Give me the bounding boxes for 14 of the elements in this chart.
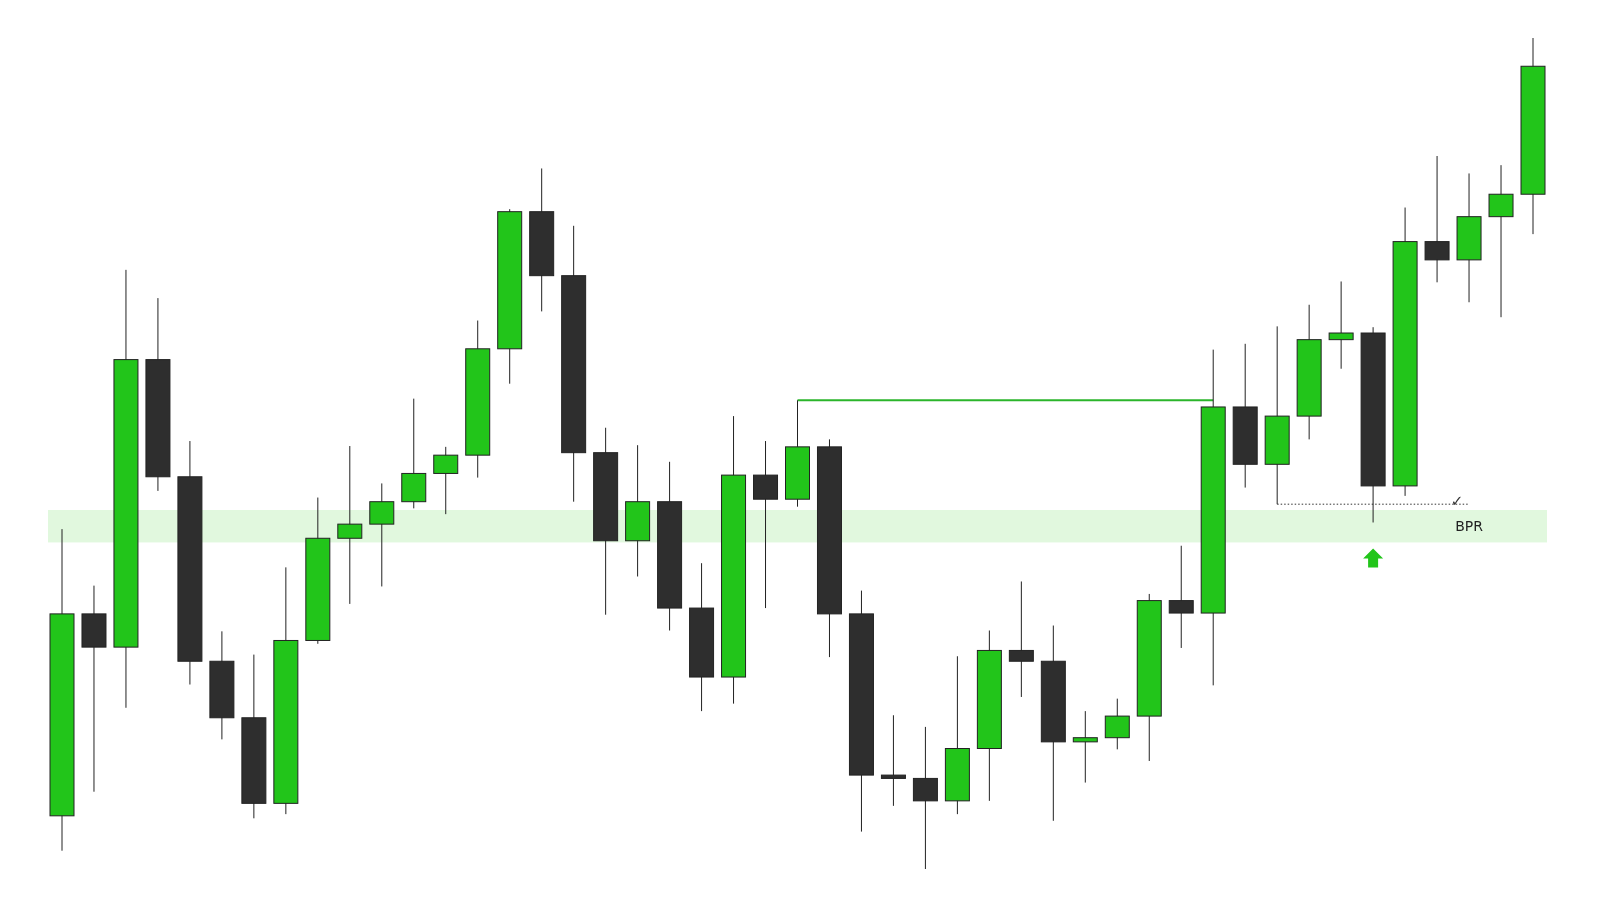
candlestick <box>1424 155 1450 283</box>
candlestick <box>1328 280 1354 370</box>
candlestick <box>912 726 938 870</box>
candlestick <box>1072 710 1098 784</box>
candlestick <box>1168 545 1194 649</box>
candlestick <box>369 482 395 587</box>
candlestick <box>1488 164 1514 318</box>
annotation: ✓ <box>1450 492 1464 511</box>
candlestick <box>1104 698 1130 750</box>
candlestick <box>433 446 459 515</box>
candlestick <box>337 445 363 605</box>
candlestick <box>1008 580 1034 698</box>
band-label: BPR <box>1455 518 1484 535</box>
candlestick <box>880 714 906 807</box>
